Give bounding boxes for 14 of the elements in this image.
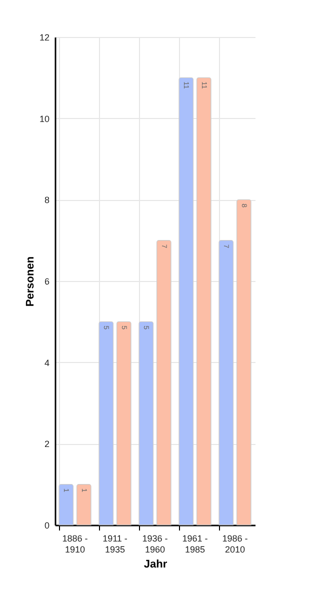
x-tick-label: 1986 - 2010 (222, 534, 248, 554)
x-tick-label: 1961 - 1985 (182, 534, 208, 554)
y-axis-title: Personen (24, 256, 36, 307)
y-tick-label: 4 (44, 358, 50, 368)
y-tick-label: 8 (44, 195, 50, 206)
y-tick-label: 12 (39, 32, 50, 42)
x-axis-title: Jahr (144, 558, 168, 570)
y-tick-label: 6 (44, 276, 50, 286)
x-tick-label: 1936 - 1960 (142, 534, 168, 554)
y-tick-label: 0 (44, 520, 50, 530)
y-tick-label: 10 (39, 114, 50, 124)
x-tick-label: 1911 - 1935 (102, 534, 128, 554)
y-tick-label: 2 (44, 439, 50, 450)
x-tick-label: 1886 - 1910 (62, 534, 88, 554)
